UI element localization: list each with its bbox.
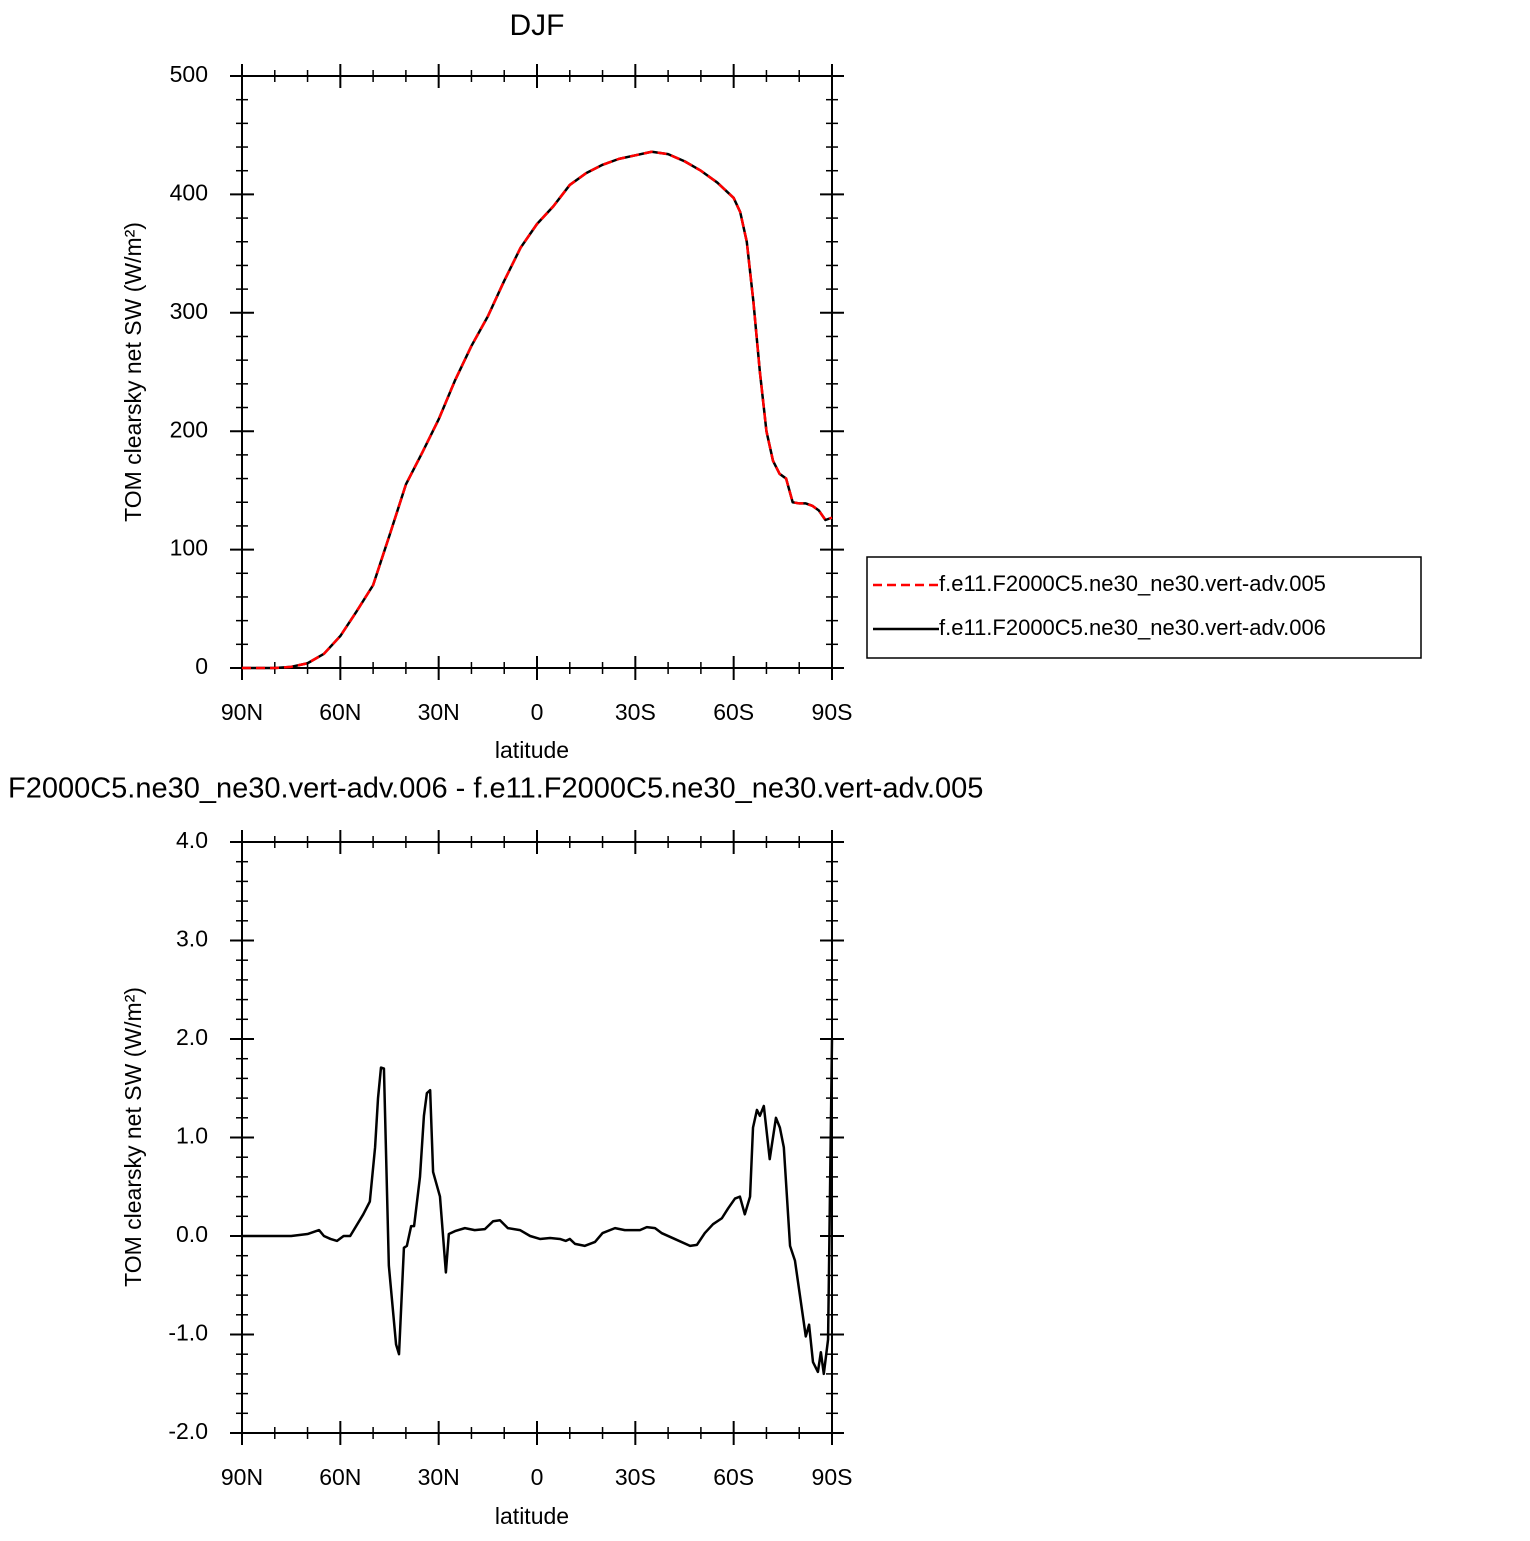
x-tick-label: 0 (531, 1464, 544, 1490)
y-tick-label: 3.0 (176, 926, 208, 952)
legend-box (866, 556, 1422, 659)
x-tick-label: 60S (713, 699, 754, 725)
y-tick-label: 0 (195, 653, 208, 679)
x-axis-label: latitude (495, 737, 569, 763)
data-line (242, 1038, 834, 1376)
data-line (242, 150, 833, 670)
y-tick-label: -2.0 (168, 1418, 208, 1444)
y-tick-label: 400 (170, 179, 208, 205)
plot-frame (241, 75, 833, 669)
x-tick-label: 90N (221, 699, 263, 725)
data-line (242, 150, 833, 670)
x-tick-label: 30S (615, 1464, 656, 1490)
y-tick-label: 500 (170, 61, 208, 87)
x-tick-label: 0 (531, 699, 544, 725)
y-tick-label: 1.0 (176, 1123, 208, 1149)
plot: DJF latitude TOM clearsky net SW (W/m²) 90N… (120, 9, 1422, 763)
y-tick-label: 0.0 (176, 1221, 208, 1247)
y-tick-label: 300 (170, 298, 208, 324)
y-tick-label: 2.0 (176, 1024, 208, 1050)
y-axis-label: TOM clearsky net SW (W/m²) (120, 987, 146, 1287)
legend-label: f.e11.F2000C5.ne30_ne30.vert-adv.005 (939, 571, 1326, 596)
y-tick-label: 4.0 (176, 827, 208, 853)
y-axis-label: TOM clearsky net SW (W/m²) (120, 222, 146, 522)
x-tick-label: 60N (319, 699, 361, 725)
x-tick-label: 90N (221, 1464, 263, 1490)
plot: F2000C5.ne30_ne30.vert-adv.006 - f.e11.F… (8, 773, 983, 1529)
x-tick-label: 90S (812, 1464, 853, 1490)
chart-title: DJF (510, 9, 565, 42)
x-tick-label: 30N (418, 1464, 460, 1490)
plot-frame (241, 841, 833, 1434)
y-tick-label: 100 (170, 535, 208, 561)
x-axis-label: latitude (495, 1503, 569, 1529)
x-tick-label: 60S (713, 1464, 754, 1490)
x-tick-label: 90S (812, 699, 853, 725)
chart-title: F2000C5.ne30_ne30.vert-adv.006 - f.e11.F… (8, 773, 983, 805)
x-tick-label: 30N (418, 699, 460, 725)
x-tick-label: 30S (615, 699, 656, 725)
x-tick-label: 60N (319, 1464, 361, 1490)
y-tick-label: -1.0 (168, 1320, 208, 1346)
legend-label: f.e11.F2000C5.ne30_ne30.vert-adv.006 (939, 615, 1326, 640)
y-tick-label: 200 (170, 416, 208, 442)
